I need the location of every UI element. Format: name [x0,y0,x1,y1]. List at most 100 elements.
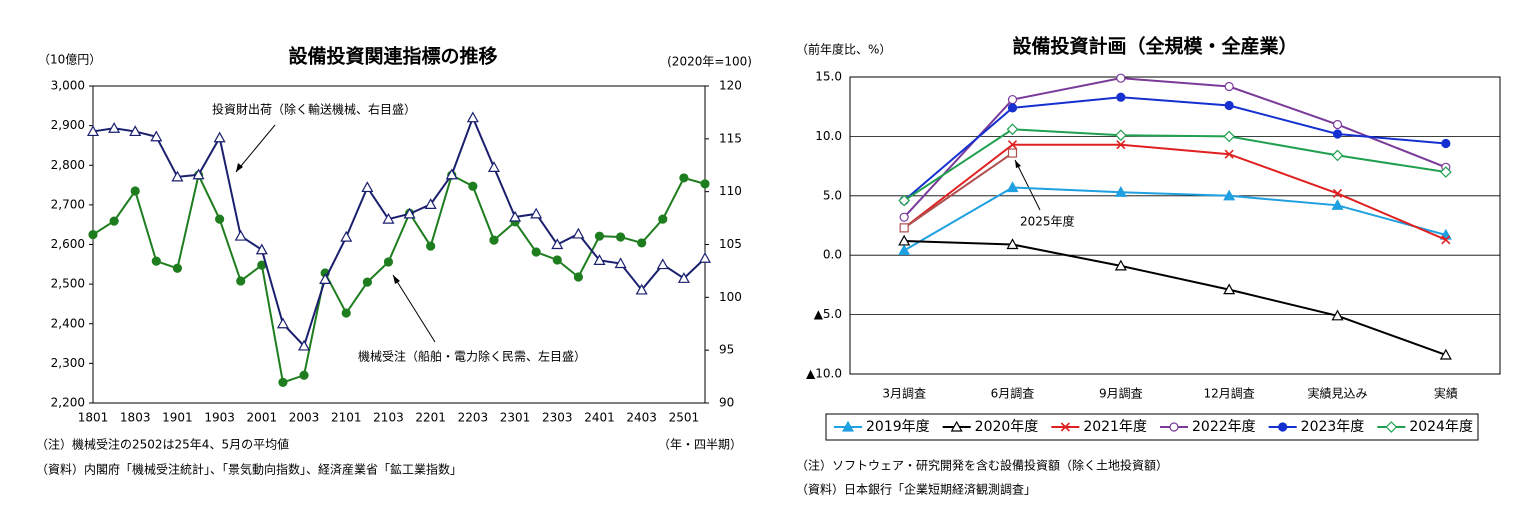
legend-frame [825,413,1479,441]
marker [298,339,311,351]
x-axis-label: （年・四半期） [658,438,742,452]
series-line [903,152,1014,229]
annotation-arrow [235,124,276,173]
marker [1116,140,1126,150]
marker [108,122,121,133]
y2-axis-label: (2020年=100) [667,55,752,69]
marker [236,276,246,286]
plot-frame [849,76,1501,375]
marker [424,198,437,209]
x-tick-label: 2103 [373,411,404,425]
series-line [903,143,1447,241]
annotation-arrowhead [393,275,400,284]
marker [234,229,247,241]
marker [1224,100,1234,111]
y2-tick-label: 120 [719,79,742,93]
chart-title: 設備投資関連指標の推移 [288,45,497,68]
marker [426,241,436,251]
x-tick-label: 実績 [1434,386,1458,401]
annotation: 機械受注（船舶・電力除く民需、左目盛） [358,349,586,364]
x-tick-label: 2201 [415,411,446,425]
marker [172,263,183,273]
y-tick-label: 2,700 [51,197,85,211]
y-tick-label: 2,800 [51,158,85,172]
marker [637,238,647,248]
annotation: 投資財出荷（除く輸送機械、右目盛） [212,102,416,117]
marker [1114,129,1127,142]
note: （注）機械受注の2502は25年4、5月の平均値 [36,437,289,452]
annotation: 2025年度 [1020,214,1075,229]
chart-title: 設備投資計画（全規模・全産業） [1012,35,1297,58]
plot-frame [92,85,706,404]
x-tick-label: 1803 [120,411,151,425]
marker [319,273,332,284]
marker [130,186,140,196]
legend-label: 2021年度 [1083,419,1147,435]
legend-label: 2023年度 [1301,419,1365,435]
marker [698,252,712,263]
x-tick-label: 6月調査 [991,387,1035,401]
marker [593,254,606,265]
marker [88,229,98,240]
y-tick-label: 2,600 [51,237,85,251]
y-tick-label: 15.0 [815,70,842,84]
marker [899,223,909,233]
legend-marker [950,420,963,432]
y2-tick-label: 100 [719,290,742,304]
y-tick-label: 3,000 [51,79,85,93]
y-tick-label: 2,500 [51,277,85,291]
marker [1331,199,1344,210]
marker [1441,138,1451,149]
y-tick-label: 2,900 [51,118,85,132]
marker [1223,283,1236,295]
marker [658,214,668,224]
marker [1441,235,1451,245]
annotation-arrowhead [1015,160,1021,168]
series-line [903,96,1446,202]
y-tick-label: 5.0 [823,188,842,202]
y-axis-label: （10億円） [38,53,101,67]
marker [1224,149,1234,159]
marker [594,231,605,241]
marker [1007,140,1018,150]
x-tick-label: 1903 [204,411,235,425]
marker [361,181,374,193]
marker [151,256,161,266]
marker [700,179,710,189]
marker [1116,92,1126,102]
y-tick-label: 2,300 [51,356,85,370]
marker [898,234,911,246]
marker [552,255,562,265]
marker [171,170,184,182]
y-axis-label: （前年度比、%） [796,42,891,57]
legend-label: 2022年度 [1192,419,1256,435]
marker [635,283,648,295]
marker [340,230,353,242]
marker [615,232,626,242]
legend-label: 2019年度 [866,419,930,435]
marker [362,277,372,287]
marker [1331,309,1344,321]
legend-marker [841,420,855,432]
x-tick-label: 2403 [626,411,657,425]
marker [1116,73,1126,83]
marker [1007,103,1018,113]
y2-tick-label: 110 [719,184,742,198]
marker [276,317,289,329]
marker [1223,130,1236,143]
legend-marker [1385,421,1398,433]
annotation-arrowhead [236,163,243,172]
marker [551,238,564,250]
marker [109,216,119,226]
marker [1007,94,1018,105]
y2-tick-label: 115 [719,131,742,145]
marker [656,258,669,270]
y-tick-label: ▲5.0 [814,307,842,321]
series-line [903,128,1446,202]
series-line [903,186,1447,252]
marker [215,214,225,224]
marker [1331,149,1344,162]
marker [509,210,522,222]
marker [299,370,309,380]
